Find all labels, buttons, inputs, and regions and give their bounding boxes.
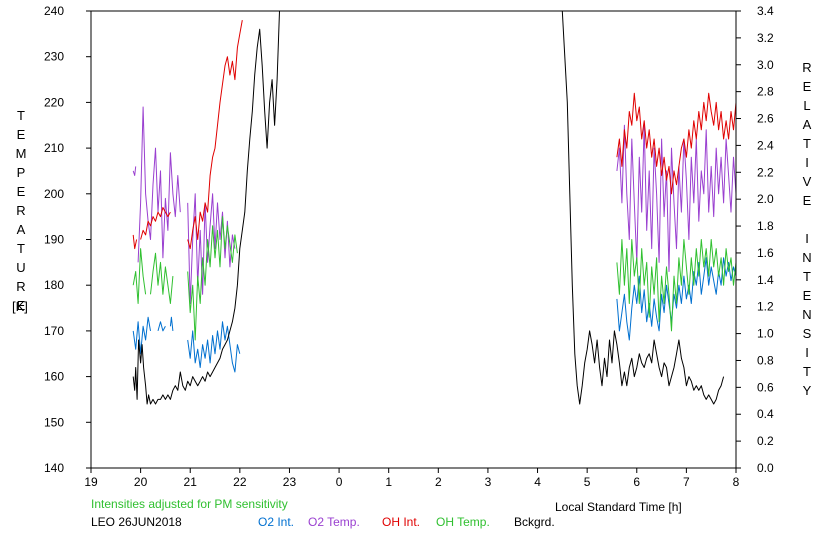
y-left-tick-label: 230 <box>44 50 64 64</box>
series-bckgrd-line-1 <box>561 11 725 405</box>
series-bckgrd-line-0 <box>132 11 280 405</box>
y-right-tick-label: 1.2 <box>757 300 774 314</box>
x-tick-label: 21 <box>184 475 198 489</box>
y-right-tick-label: 0.4 <box>757 407 774 421</box>
y-right-tick-label: 2.8 <box>757 85 774 99</box>
legend-oh-temp: OH Temp. <box>436 515 490 529</box>
series-o2-int-line-2 <box>169 316 174 331</box>
series-o2-temp-line-3 <box>616 124 736 272</box>
x-tick-label: 1 <box>385 475 392 489</box>
x-tick-label: 0 <box>336 475 343 489</box>
tick-layer: 19 20 21 22 23 0 1 2 3 4 5 6 7 8140150160170180190200… <box>44 4 774 489</box>
series-oh-int-line-0 <box>132 234 138 250</box>
x-tick-label: 23 <box>283 475 297 489</box>
y-right-tick-label: 2.2 <box>757 165 774 179</box>
sensitivity-note: Intensities adjusted for PM sensitivity <box>91 497 288 511</box>
y-right-tick-label: 2.6 <box>757 112 774 126</box>
y-right-tick-label: 2.0 <box>757 192 774 206</box>
series-oh-temp-line-0 <box>132 248 147 304</box>
legend-o2-temp: O2 Temp. <box>308 515 360 529</box>
legend-oh-int: OH Int. <box>382 515 421 529</box>
x-tick-label: 19 <box>84 475 98 489</box>
y-left-tick-label: 160 <box>44 370 64 384</box>
x-tick-label: 8 <box>733 475 740 489</box>
y-left-tick-label: 210 <box>44 141 64 155</box>
y-right-tick-label: 3.2 <box>757 31 774 45</box>
y-left-tick-label: 180 <box>44 278 64 292</box>
series-layer <box>132 11 736 405</box>
x-tick-label: 20 <box>134 475 148 489</box>
series-o2-int-line-3 <box>187 321 241 373</box>
y-right-tick-label: 1.6 <box>757 246 774 260</box>
series-oh-temp-line-1 <box>150 252 174 304</box>
legend-o2-int: O2 Int. <box>258 515 295 529</box>
y-right-tick-label: 3.0 <box>757 58 774 72</box>
series-o2-int-line-1 <box>157 321 166 332</box>
y-right-tick-label: 0.6 <box>757 380 774 394</box>
series-bckgrd <box>132 11 725 405</box>
y-right-tick-label: 2.4 <box>757 138 774 152</box>
series-oh-int-line-1 <box>140 207 171 240</box>
y-right-tick-label: 1.0 <box>757 327 774 341</box>
series-oh-temp-line-3 <box>616 239 736 332</box>
series-o2-int <box>132 257 736 373</box>
series-oh-int-line-3 <box>616 92 736 195</box>
legend-bckgrd: Bckgrd. <box>514 515 555 529</box>
x-tick-label: 5 <box>584 475 591 489</box>
series-o2-temp <box>132 106 736 304</box>
y-right-tick-label: 0.8 <box>757 353 774 367</box>
x-tick-label: 4 <box>534 475 541 489</box>
y-right-tick-label: 0.0 <box>757 461 774 475</box>
x-tick-label: 7 <box>683 475 690 489</box>
series-oh-int-line-2 <box>187 20 243 250</box>
y-left-tick-label: 140 <box>44 461 64 475</box>
series-o2-int-line-0 <box>132 316 151 355</box>
y-right-tick-label: 3.4 <box>757 4 774 18</box>
y-left-tick-label: 240 <box>44 4 64 18</box>
y-left-tick-label: 220 <box>44 95 64 109</box>
series-o2-temp-line-1 <box>137 106 181 263</box>
y-axis-left-unit: [K] <box>12 299 28 314</box>
y-right-tick-label: 0.2 <box>757 434 774 448</box>
x-tick-label: 2 <box>435 475 442 489</box>
series-oh-temp <box>132 216 736 341</box>
y-left-tick-label: 190 <box>44 233 64 247</box>
station-date-label: LEO 26JUN2018 <box>91 515 182 529</box>
y-right-tick-label: 1.4 <box>757 273 774 287</box>
x-axis-title: Local Standard Time [h] <box>555 500 682 514</box>
series-oh-temp-line-2 <box>187 216 238 341</box>
y-left-tick-label: 200 <box>44 187 64 201</box>
y-right-tick-label: 1.8 <box>757 219 774 233</box>
x-tick-label: 22 <box>233 475 247 489</box>
x-tick-label: 6 <box>633 475 640 489</box>
x-tick-label: 3 <box>485 475 492 489</box>
series-o2-int-line-4 <box>616 257 736 341</box>
y-axis-right-title: R E L A T I V E I N T E N S I T Y <box>802 60 812 398</box>
series-oh-int <box>132 20 736 250</box>
y-left-tick-label: 150 <box>44 415 64 429</box>
series-o2-temp-line-0 <box>132 166 137 176</box>
y-axis-left-title: T E M P E R A T U R E <box>15 108 27 313</box>
y-left-tick-label: 170 <box>44 324 64 338</box>
